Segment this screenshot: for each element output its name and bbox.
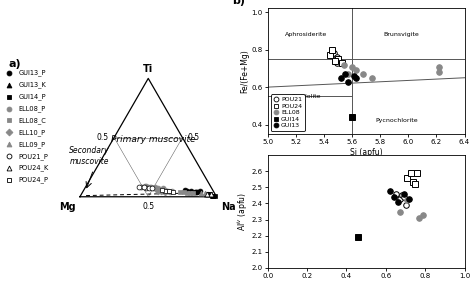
Y-axis label: Al$^{iv}$ (apfu): Al$^{iv}$ (apfu) (236, 192, 250, 231)
Text: b): b) (232, 0, 246, 6)
Text: GUI14_P: GUI14_P (18, 93, 46, 100)
X-axis label: Fe/(Fe+Mg): Fe/(Fe+Mg) (344, 281, 388, 282)
Text: POU24_P: POU24_P (18, 177, 48, 183)
Y-axis label: Fe/(Fe+Mg): Fe/(Fe+Mg) (240, 49, 249, 93)
Text: GUI13_P: GUI13_P (18, 70, 46, 76)
X-axis label: Si (apfu): Si (apfu) (350, 147, 383, 157)
Text: 0.5: 0.5 (142, 202, 155, 211)
Text: Brunsvigite: Brunsvigite (383, 32, 419, 37)
Legend: POU21, POU24, ELL08, GUI14, GUI13: POU21, POU24, ELL08, GUI14, GUI13 (271, 94, 305, 131)
Text: Primary muscovite: Primary muscovite (111, 135, 196, 144)
Text: GUI13_K: GUI13_K (18, 81, 46, 88)
Text: ELL10_P: ELL10_P (18, 129, 46, 136)
Text: Aphrosiderite: Aphrosiderite (284, 32, 327, 37)
Text: 0.5: 0.5 (97, 133, 109, 142)
Text: Pycnochlorite: Pycnochlorite (376, 118, 419, 123)
Text: ELL08_P: ELL08_P (18, 105, 46, 112)
Text: POU24_K: POU24_K (18, 165, 49, 171)
Text: Secondary
muscovite: Secondary muscovite (69, 146, 109, 166)
Text: POU21_P: POU21_P (18, 153, 48, 160)
Text: Ti: Ti (143, 64, 154, 74)
Text: ELL08_C: ELL08_C (18, 117, 46, 124)
Text: Ripidolite: Ripidolite (291, 94, 320, 99)
Text: ELL09_P: ELL09_P (18, 141, 46, 148)
Text: a): a) (9, 59, 21, 69)
Text: 0.5: 0.5 (188, 133, 200, 142)
Text: Mg: Mg (59, 202, 76, 212)
Text: Na: Na (221, 202, 235, 212)
